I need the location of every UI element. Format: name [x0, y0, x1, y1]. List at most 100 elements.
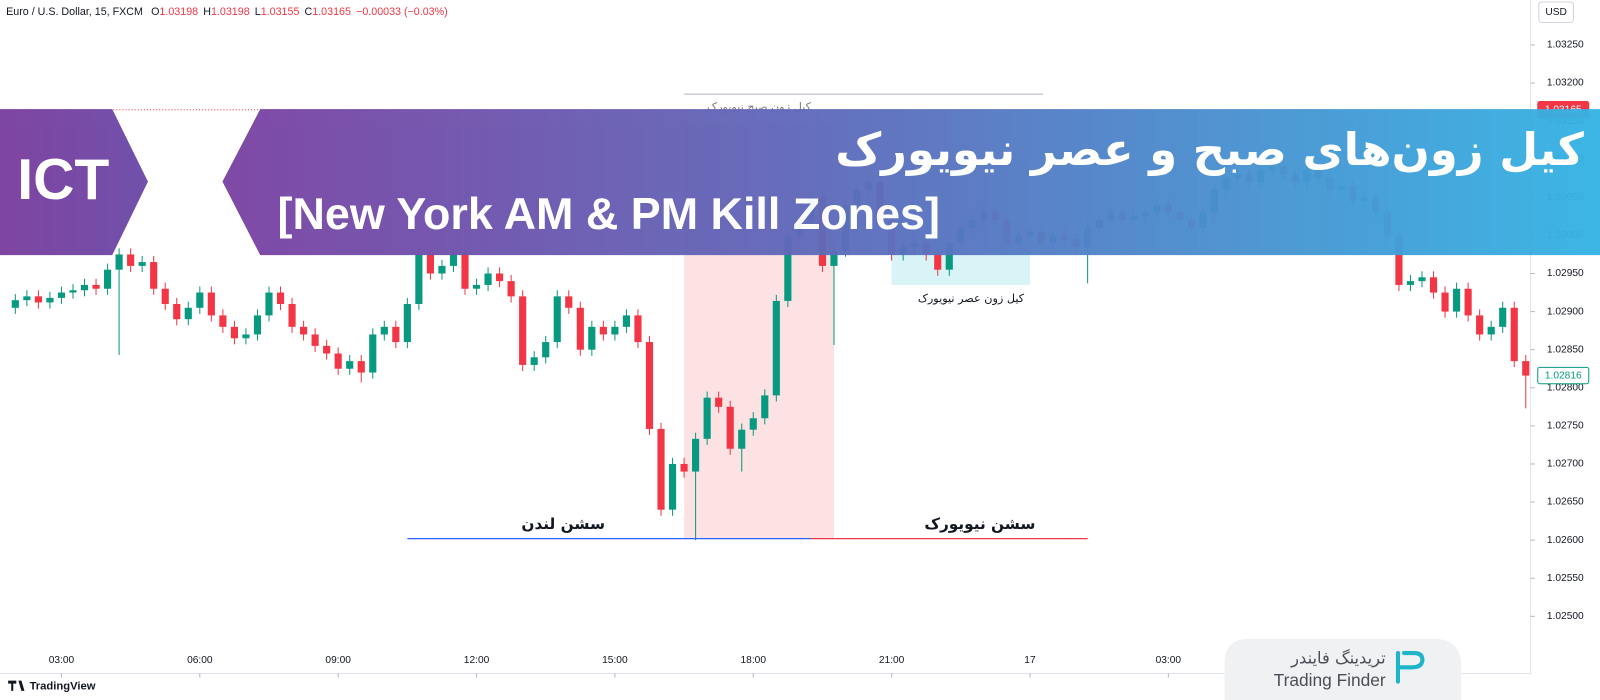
candle-body: [1522, 361, 1530, 376]
candle-body: [1429, 277, 1438, 293]
badge-shape: [0, 109, 148, 256]
candle-body: [1464, 288, 1472, 316]
candle-body: [323, 345, 331, 354]
kill-zone-label: کیل زون عصر نیویورک: [918, 292, 1025, 305]
candle-body: [23, 296, 31, 301]
candle-body: [80, 284, 89, 291]
banner: ICT کیل زون‌های صبح و عصر نیویورک [New Y…: [0, 109, 1600, 256]
ohlc-value: 1.03198: [159, 6, 198, 18]
candle-body: [1510, 307, 1518, 362]
x-tick-label: 03:00: [49, 655, 75, 666]
candle-body: [138, 262, 146, 266]
x-tick-label: 03:00: [1156, 655, 1182, 666]
candle-body: [507, 281, 515, 297]
candle-body: [207, 292, 215, 316]
candle-body: [611, 326, 619, 335]
candle-body: [1453, 288, 1461, 312]
tradingview-brand: TradingView: [8, 680, 96, 693]
current-price-tag-box: [1537, 366, 1590, 385]
candle-body: [530, 357, 538, 365]
x-tick-label: 21:00: [879, 655, 905, 666]
legend-header: Euro / U.S. Dollar, 15, FXCM O1.03198 H1.0…: [6, 6, 448, 18]
candle-body: [519, 296, 527, 365]
x-tick-label: 18:00: [741, 655, 767, 666]
session-label: سشن لندن: [521, 515, 605, 533]
y-tick-label: 1.02750: [1547, 421, 1584, 432]
candle-body: [161, 288, 169, 304]
candle-body: [115, 254, 123, 270]
ohlc-label: L: [255, 6, 261, 18]
candle-body: [1395, 235, 1403, 285]
x-tick-label: 06:00: [187, 655, 213, 666]
candle-body: [415, 254, 423, 304]
badge-text: ICT: [17, 148, 109, 212]
x-tick-label: 12:00: [464, 655, 490, 666]
ohlc-value: 1.03165: [312, 6, 351, 18]
candle-body: [104, 269, 112, 289]
candle-body: [34, 296, 42, 303]
y-tick-label: 1.02600: [1547, 535, 1584, 546]
candle-body: [1487, 326, 1495, 335]
logo-box: [1224, 638, 1462, 700]
candle-body: [1406, 281, 1415, 285]
candle-body: [346, 361, 354, 369]
y-tick-label: 1.03250: [1547, 40, 1584, 51]
y-tick-label: 1.02900: [1547, 306, 1584, 317]
logo-fa: تریدینگ فایندر: [1290, 649, 1386, 669]
y-tick-label: 1.02650: [1547, 497, 1584, 508]
candle-body: [46, 297, 54, 303]
candle-body: [1476, 315, 1484, 335]
ohlc-value: 1.03198: [211, 6, 250, 18]
title-shape: [222, 109, 1600, 256]
y-tick-label: 1.03200: [1547, 78, 1584, 89]
candle-body: [57, 292, 66, 298]
candle-body: [288, 303, 296, 327]
symbol-header: Euro / U.S. Dollar, 15, FXCM O1.03198 H1.0…: [6, 6, 448, 18]
candle-body: [645, 342, 654, 429]
candle-body: [380, 326, 388, 335]
candle-body: [219, 315, 227, 327]
candle-body: [1499, 307, 1507, 327]
candle-body: [830, 250, 838, 266]
candle-body: [622, 315, 631, 327]
candle-body: [461, 254, 469, 289]
session-label: سشن نیویورک: [924, 515, 1035, 533]
logo-icon: [1395, 651, 1425, 684]
candle-body: [276, 292, 285, 304]
candle-body: [311, 334, 319, 346]
banner-subtitle: [New York AM & PM Kill Zones]: [278, 188, 940, 239]
ohlc-label: C: [305, 6, 313, 18]
candle-body: [484, 273, 492, 285]
current-price-tag: 1.02816: [1545, 370, 1582, 381]
tradingview-icon: [8, 680, 25, 691]
candle-body: [369, 334, 377, 373]
candle-body: [761, 395, 769, 419]
y-tick-label: 1.02800: [1547, 382, 1584, 393]
candle-body: [69, 290, 77, 293]
candle-body: [542, 342, 550, 358]
candle-body: [1418, 277, 1426, 282]
candle-body: [173, 303, 181, 320]
candle-body: [576, 307, 584, 350]
y-tick-label: 1.02500: [1547, 611, 1584, 622]
candle-body: [196, 292, 204, 308]
candle-body: [496, 273, 504, 282]
candle-body: [715, 397, 723, 407]
y-tick-label: 1.02700: [1547, 459, 1584, 470]
x-tick-label: 15:00: [602, 655, 628, 666]
candle-body: [392, 326, 400, 343]
candle-body: [749, 418, 757, 430]
candle-body: [357, 361, 365, 373]
y-tick-label: 1.02550: [1547, 573, 1584, 584]
x-tick-label: 09:00: [325, 655, 351, 666]
candle-body: [703, 397, 711, 439]
candle-body: [657, 428, 665, 510]
candle-body: [300, 326, 308, 335]
candle-body: [127, 254, 135, 266]
currency: USD: [1545, 7, 1567, 18]
ohlc-label: H: [203, 6, 211, 18]
banner-title: کیل زون‌های صبح و عصر نیویورک: [835, 123, 1584, 176]
candle-body: [599, 326, 607, 335]
